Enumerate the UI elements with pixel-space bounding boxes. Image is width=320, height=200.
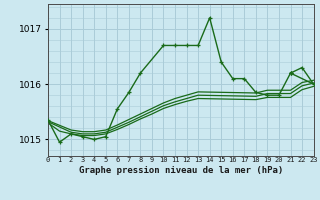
- X-axis label: Graphe pression niveau de la mer (hPa): Graphe pression niveau de la mer (hPa): [79, 166, 283, 175]
